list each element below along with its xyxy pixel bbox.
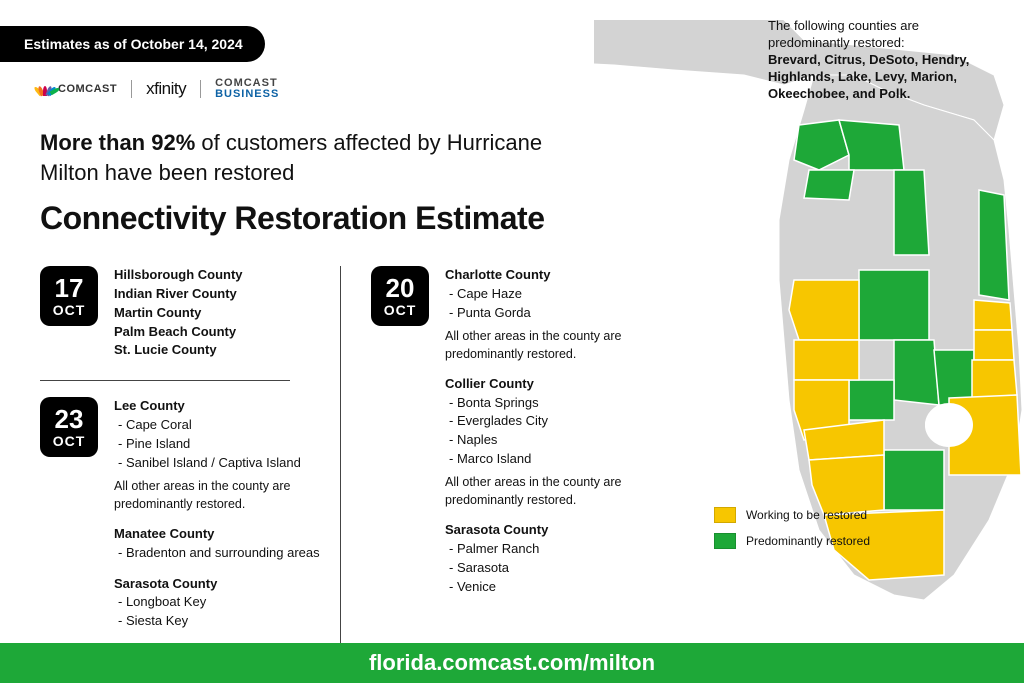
- county-subitem: Bonta Springs: [449, 394, 665, 413]
- county-manatee: [794, 340, 859, 380]
- peacock-icon: [40, 82, 54, 96]
- county-subitem: Venice: [449, 578, 665, 597]
- county-subitem: Punta Gorda: [449, 304, 665, 323]
- lake-okeechobee: [925, 403, 973, 447]
- oct17-block: 17 OCT Hillsborough County Indian River …: [40, 266, 340, 360]
- county-citrus: [804, 170, 854, 200]
- county-item: Manatee County: [114, 525, 334, 544]
- legend-row-yellow: Working to be restored: [714, 507, 870, 523]
- logo-divider: [200, 80, 201, 98]
- county-lee: [809, 455, 884, 515]
- county-item: Martin County: [114, 304, 243, 323]
- county-item: Hillsborough County: [114, 266, 243, 285]
- county-subitem: Longboat Key: [118, 593, 334, 612]
- comcast-wordmark: COMCAST: [58, 83, 117, 95]
- column-divider: [40, 380, 290, 381]
- restored-note-list: Brevard, Citrus, DeSoto, Hendry, Highlan…: [768, 52, 969, 101]
- oct20-list: Charlotte County Cape Haze Punta Gorda A…: [445, 266, 665, 597]
- legend-swatch-green: [714, 533, 736, 549]
- county-brevard: [979, 190, 1009, 300]
- county-subitem: Marco Island: [449, 450, 665, 469]
- county-lake: [894, 170, 929, 255]
- county-subitem: Everglades City: [449, 412, 665, 431]
- badge-month: OCT: [384, 303, 417, 317]
- page-title: Connectivity Restoration Estimate: [40, 200, 545, 237]
- oct23-block: 23 OCT Lee County Cape Coral Pine Island…: [40, 397, 340, 631]
- url-bar: florida.comcast.com/milton: [0, 643, 1024, 683]
- county-note: All other areas in the county are predom…: [445, 473, 665, 509]
- restored-note-lead: The following counties are predominantly…: [768, 18, 919, 50]
- county-martin: [972, 360, 1017, 398]
- comcast-logo: COMCAST: [40, 82, 117, 96]
- county-palm-beach: [949, 395, 1021, 475]
- county-item: St. Lucie County: [114, 341, 243, 360]
- county-subitem: Pine Island: [118, 435, 334, 454]
- oct17-list: Hillsborough County Indian River County …: [114, 266, 243, 360]
- oct20-block: 20 OCT Charlotte County Cape Haze Punta …: [371, 266, 640, 597]
- url-text: florida.comcast.com/milton: [369, 650, 655, 676]
- county-highlands: [894, 340, 939, 405]
- oct23-list: Lee County Cape Coral Pine Island Sanibe…: [114, 397, 334, 631]
- date-badge-oct17: 17 OCT: [40, 266, 98, 326]
- county-item: Collier County: [445, 375, 665, 394]
- county-levy: [794, 120, 849, 170]
- county-st-lucie: [974, 330, 1014, 360]
- county-hendry: [884, 450, 944, 510]
- county-note: All other areas in the county are predom…: [114, 477, 334, 513]
- cbiz-bot: BUSINESS: [215, 89, 279, 100]
- county-item: Lee County: [114, 397, 334, 416]
- county-subitem: Sanibel Island / Captiva Island: [118, 454, 334, 473]
- headline: More than 92% of customers affected by H…: [40, 128, 560, 187]
- county-subitem: Siesta Key: [118, 612, 334, 631]
- county-item: Sarasota County: [445, 521, 665, 540]
- logo-row: COMCAST xfinity COMCAST BUSINESS: [40, 78, 279, 100]
- county-subitem: Cape Haze: [449, 285, 665, 304]
- date-badge-oct20: 20 OCT: [371, 266, 429, 326]
- county-item: Charlotte County: [445, 266, 665, 285]
- headline-emphasis: More than 92%: [40, 130, 195, 155]
- county-note: All other areas in the county are predom…: [445, 327, 665, 363]
- county-sarasota: [794, 380, 849, 440]
- logo-divider: [131, 80, 132, 98]
- badge-day: 20: [386, 275, 415, 301]
- badge-day: 17: [55, 275, 84, 301]
- comcast-business-logo: COMCAST BUSINESS: [215, 78, 279, 100]
- county-subitem: Cape Coral: [118, 416, 334, 435]
- restored-counties-note: The following counties are predominantly…: [768, 18, 998, 102]
- county-item: Indian River County: [114, 285, 243, 304]
- county-item: Sarasota County: [114, 575, 334, 594]
- county-subitem: Naples: [449, 431, 665, 450]
- right-column: 20 OCT Charlotte County Cape Haze Punta …: [340, 266, 640, 651]
- legend-swatch-yellow: [714, 507, 736, 523]
- county-polk: [859, 270, 929, 340]
- estimate-columns: 17 OCT Hillsborough County Indian River …: [40, 266, 640, 651]
- county-item: Palm Beach County: [114, 323, 243, 342]
- badge-month: OCT: [53, 434, 86, 448]
- xfinity-logo: xfinity: [146, 79, 186, 99]
- legend-label-yellow: Working to be restored: [746, 508, 867, 522]
- county-marion: [839, 120, 904, 170]
- legend-row-green: Predominantly restored: [714, 533, 870, 549]
- badge-month: OCT: [53, 303, 86, 317]
- lake-okeechobee-overlay: [925, 403, 973, 447]
- county-okeechobee: [934, 350, 974, 405]
- county-charlotte: [804, 420, 884, 460]
- county-subitem: Bradenton and surrounding areas: [118, 544, 334, 563]
- legend-label-green: Predominantly restored: [746, 534, 870, 548]
- county-desoto: [849, 380, 894, 420]
- county-subitem: Palmer Ranch: [449, 540, 665, 559]
- county-subitem: Sarasota: [449, 559, 665, 578]
- estimates-date-pill: Estimates as of October 14, 2024: [0, 26, 265, 62]
- date-badge-oct23: 23 OCT: [40, 397, 98, 457]
- county-indian-river: [974, 300, 1012, 330]
- map-legend: Working to be restored Predominantly res…: [714, 507, 870, 559]
- badge-day: 23: [55, 406, 84, 432]
- left-column: 17 OCT Hillsborough County Indian River …: [40, 266, 340, 651]
- county-hillsborough: [789, 280, 859, 340]
